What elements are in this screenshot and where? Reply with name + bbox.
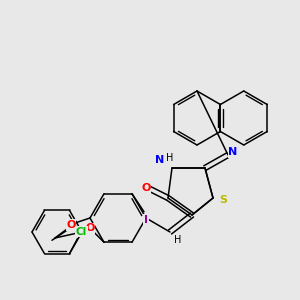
Text: O: O [85, 223, 95, 233]
Text: H: H [166, 153, 174, 163]
Text: H: H [174, 235, 182, 245]
Text: O: O [66, 220, 76, 230]
Text: S: S [219, 195, 227, 205]
Text: N: N [228, 147, 238, 157]
Text: I: I [144, 215, 148, 225]
Text: Cl: Cl [76, 227, 87, 237]
Text: N: N [155, 155, 165, 165]
Text: O: O [141, 183, 151, 193]
